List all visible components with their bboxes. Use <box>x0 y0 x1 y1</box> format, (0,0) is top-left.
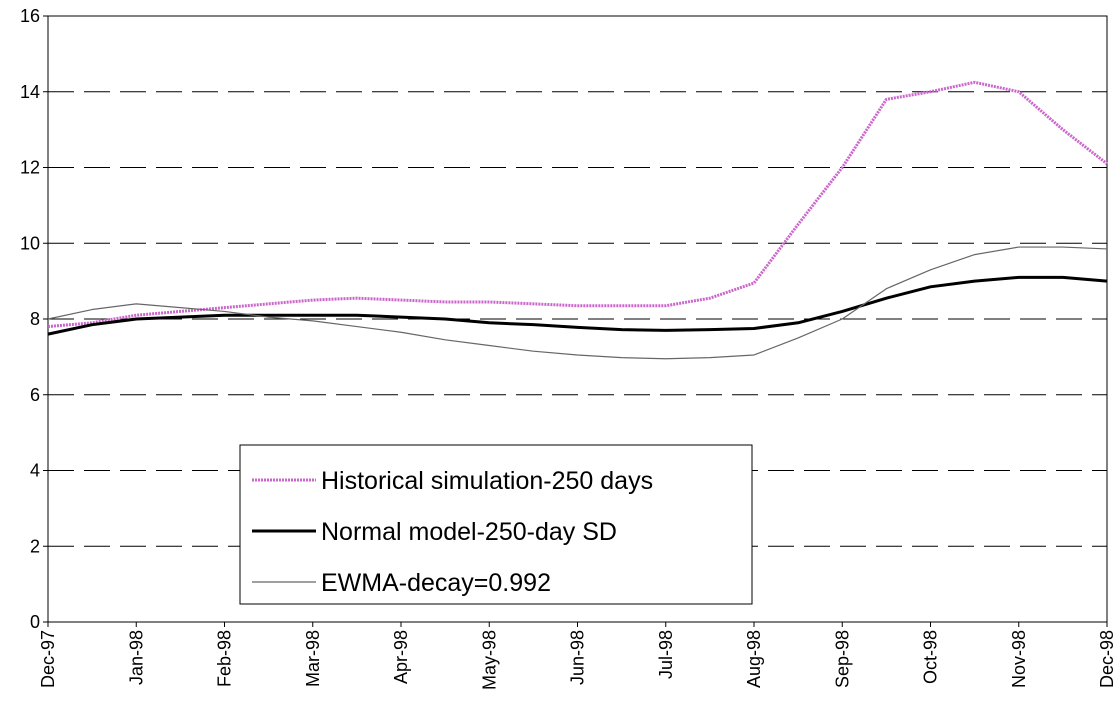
y-tick-label: 14 <box>20 82 40 102</box>
y-tick-label: 10 <box>20 233 40 253</box>
y-tick-label: 2 <box>30 536 40 556</box>
x-tick-label: Sep-98 <box>832 630 852 688</box>
y-tick-label: 16 <box>20 6 40 26</box>
x-tick-label: Oct-98 <box>921 630 941 684</box>
x-tick-label: Dec-98 <box>1097 630 1117 688</box>
series-line <box>47 80 1108 329</box>
series-line <box>47 246 1108 360</box>
x-tick-label: Nov-98 <box>1009 630 1029 688</box>
x-tick-label: May-98 <box>479 630 499 690</box>
x-tick-label: Jan-98 <box>126 630 146 685</box>
y-tick-label: 8 <box>30 309 40 329</box>
legend-label: Historical simulation-250 days <box>321 467 653 495</box>
x-tick-label: Mar-98 <box>303 630 323 687</box>
series-line <box>47 275 1108 336</box>
y-tick-label: 6 <box>30 385 40 405</box>
legend-label: Normal model-250-day SD <box>321 518 617 546</box>
y-tick-label: 4 <box>30 461 40 481</box>
legend: Historical simulation-250 days Normal mod… <box>239 444 753 605</box>
x-tick-label: Dec-97 <box>38 630 58 688</box>
x-tick-label: Jun-98 <box>568 630 588 685</box>
x-tick-label: Apr-98 <box>391 630 411 684</box>
x-tick-label: Aug-98 <box>744 630 764 688</box>
x-tick-label: Jul-98 <box>656 630 676 679</box>
x-tick-label: Feb-98 <box>215 630 235 687</box>
y-tick-label: 0 <box>30 612 40 632</box>
y-tick-label: 12 <box>20 158 40 178</box>
legend-label: EWMA-decay=0.992 <box>321 569 551 597</box>
legend-box <box>239 444 753 605</box>
